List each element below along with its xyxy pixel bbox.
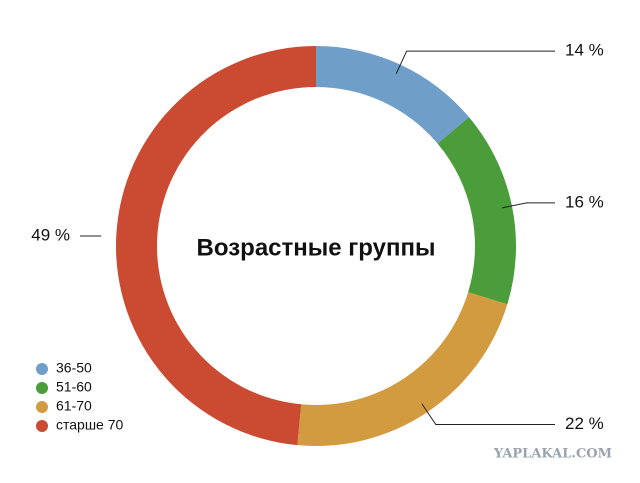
legend-label: старше 70 (56, 417, 124, 433)
donut-slice (116, 46, 317, 446)
leader-line (502, 202, 555, 209)
legend-swatch (36, 363, 48, 375)
donut-slice (297, 292, 508, 446)
legend-swatch (36, 401, 48, 413)
leader-line (421, 403, 555, 426)
legend-label: 61-70 (56, 398, 92, 414)
chart-title: Возрастные группы (197, 234, 436, 261)
data-label: 16 % (565, 192, 604, 211)
legend-label: 51-60 (56, 379, 92, 395)
watermark: YAPLAKAL.COM (493, 447, 612, 462)
leader-line (395, 50, 555, 74)
legend-swatch (36, 382, 48, 394)
donut-slice (316, 46, 469, 144)
data-label: 49 % (31, 225, 70, 244)
legend-label: 36-50 (56, 360, 92, 376)
donut-slice (437, 117, 516, 305)
data-label: 22 % (565, 414, 604, 433)
legend-swatch (36, 420, 48, 432)
data-label: 14 % (565, 41, 604, 60)
